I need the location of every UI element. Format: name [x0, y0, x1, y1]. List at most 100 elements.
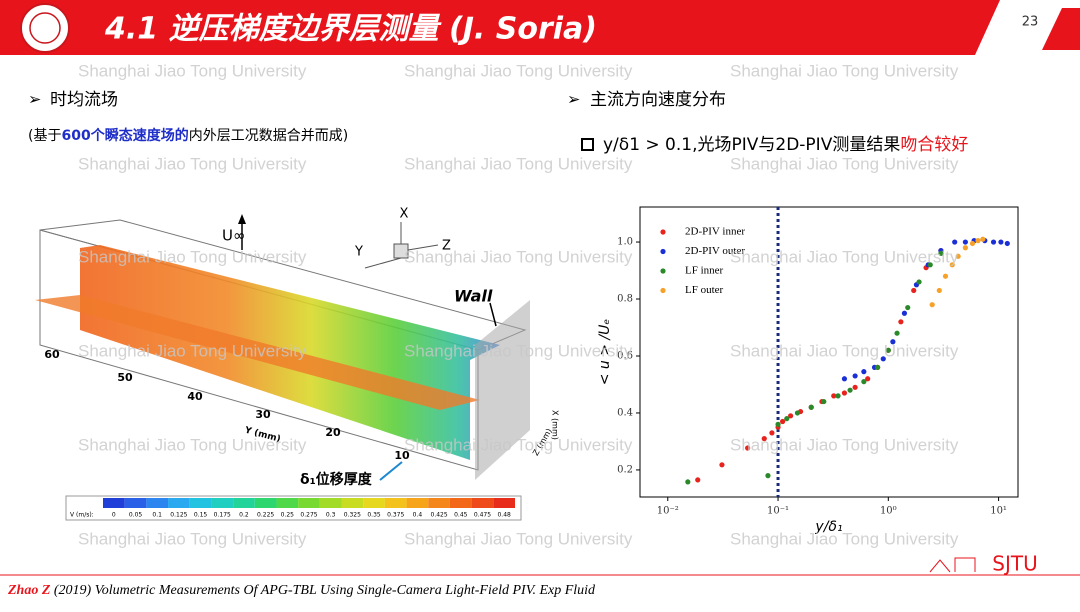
watermark: Shanghai Jiao Tong University	[78, 247, 307, 266]
logo-ring	[29, 12, 61, 44]
data-point	[685, 479, 691, 485]
citation: Zhao Z (2019) Volumetric Measurements Of…	[7, 583, 596, 598]
data-point	[975, 238, 981, 244]
y-tick-label: 0.6	[617, 350, 633, 361]
delta-arrow	[379, 461, 403, 481]
note-highlight: 600个瞬态速度场的	[61, 127, 188, 144]
watermark: Shanghai Jiao Tong University	[730, 61, 959, 80]
axis-z-label: Z	[442, 239, 451, 254]
sjtu-building	[929, 557, 976, 573]
data-point	[852, 384, 858, 390]
colorbar-tick: 0	[112, 512, 116, 519]
data-point	[880, 356, 886, 362]
figure-tick: 30	[255, 408, 271, 421]
colorbar-tick: 0.375	[387, 512, 404, 519]
watermark: Shanghai Jiao Tong University	[78, 61, 307, 80]
watermark: Shanghai Jiao Tong University	[78, 154, 307, 173]
watermark: Shanghai Jiao Tong University	[404, 61, 633, 80]
colorbar-tick: 0.1	[152, 512, 162, 519]
colorbar-cell	[189, 498, 212, 508]
axis-x-label: X	[400, 207, 409, 222]
data-point	[695, 477, 701, 483]
data-point	[942, 273, 949, 279]
flow-figure: 60 50 40 30 20 10	[30, 214, 530, 520]
colorbar-cell	[319, 498, 342, 508]
flow-slab	[35, 295, 480, 410]
note-part: 内外层工况数据合并而成)	[189, 128, 348, 144]
citation-text: (2019) Volumetric Measurements Of APG-TB…	[50, 583, 596, 598]
watermark: Shanghai Jiao Tong University	[730, 435, 959, 454]
watermark: Shanghai Jiao Tong University	[404, 154, 633, 173]
colorbar-cell	[384, 498, 407, 508]
colorbar-tick: 0.275	[300, 512, 317, 519]
right-statement: y/δ1 > 0.1,光场PIV与2D-PIV测量结果吻合较好	[603, 135, 968, 155]
legend-label: LF inner	[685, 265, 724, 277]
data-point	[780, 418, 786, 425]
data-point	[788, 413, 794, 419]
logo	[20, 3, 70, 53]
header-bar	[0, 0, 1000, 55]
title: 4.1 逆压梯度边界层测量 (J. Soria)	[104, 12, 597, 47]
data-point	[962, 245, 968, 251]
figure-tick: 40	[187, 390, 203, 403]
legend-label: 2D-PIV inner	[685, 226, 745, 238]
data-point	[745, 445, 751, 451]
data-point	[719, 462, 725, 468]
axis-y-label: Y	[354, 245, 363, 260]
data-point	[861, 379, 867, 385]
colorbar-tick: 0.3	[326, 512, 336, 519]
left-note: (基于600个瞬态速度场的内外层工况数据合并而成)	[28, 127, 348, 144]
figure-tick: 60	[44, 348, 60, 361]
colorbar: 0 0.05 0.1 0.125 0.15 0.175 0.2 0.225 0.25 0.275 0…	[103, 498, 515, 519]
colorbar-tick: 0.25	[281, 512, 295, 519]
colorbar-tick: 0.2	[239, 512, 249, 519]
colorbar-cell	[471, 498, 494, 508]
x-axis-label: y/δ₁	[814, 519, 842, 535]
data-point	[875, 364, 881, 370]
figure-tick: 50	[117, 371, 133, 384]
colorbar-tick: 0.125	[170, 512, 187, 519]
statement-part: y/δ1 > 0.1,光场PIV与2D-PIV测量结果	[603, 135, 900, 155]
colorbar-cell	[363, 498, 385, 508]
watermark: Shanghai Jiao Tong University	[730, 247, 959, 266]
axis-line	[407, 244, 439, 251]
bullet-icon: ➢	[567, 90, 580, 109]
x-tick-label: 10⁻²	[657, 506, 679, 517]
axis-line	[364, 257, 402, 269]
velocity-label: U∞	[222, 227, 245, 245]
header-accent	[1042, 8, 1080, 50]
colorbar-tick: 0.475	[474, 512, 491, 519]
data-point	[761, 436, 767, 442]
data-point	[905, 304, 911, 311]
data-point	[775, 421, 781, 427]
data-point	[901, 310, 908, 316]
y-tick-label: 0.2	[617, 464, 633, 475]
x-axis-title: X (mm)	[551, 410, 560, 440]
data-point	[865, 376, 871, 382]
colorbar-tick: 0.45	[454, 512, 468, 519]
data-point	[962, 239, 968, 245]
data-point	[769, 430, 775, 436]
data-point	[898, 319, 904, 325]
data-point	[916, 279, 922, 285]
colorbar-tick: 0.325	[344, 512, 361, 519]
watermark: Shanghai Jiao Tong University	[404, 529, 633, 548]
page-number: 23	[1022, 15, 1039, 30]
colorbar-tick: 0.425	[431, 512, 448, 519]
data-point	[949, 262, 955, 268]
colorbar-tick: 0.05	[129, 512, 143, 519]
data-point	[955, 253, 961, 259]
watermark: Shanghai Jiao Tong University	[730, 529, 959, 548]
data-point	[841, 390, 848, 396]
citation-author: Zhao Z	[7, 583, 51, 598]
x-tick-label: 10⁰	[880, 506, 897, 517]
bullet-icon: ➢	[28, 90, 41, 109]
x-tick-label: 10¹	[990, 506, 1007, 517]
colorbar-cell	[493, 498, 515, 508]
watermark: Shanghai Jiao Tong University	[404, 435, 633, 454]
legend-label: LF outer	[685, 284, 724, 296]
figure-tick: 20	[325, 426, 341, 439]
colorbar-label: V (m/s):	[70, 512, 94, 519]
data-point	[794, 410, 801, 416]
